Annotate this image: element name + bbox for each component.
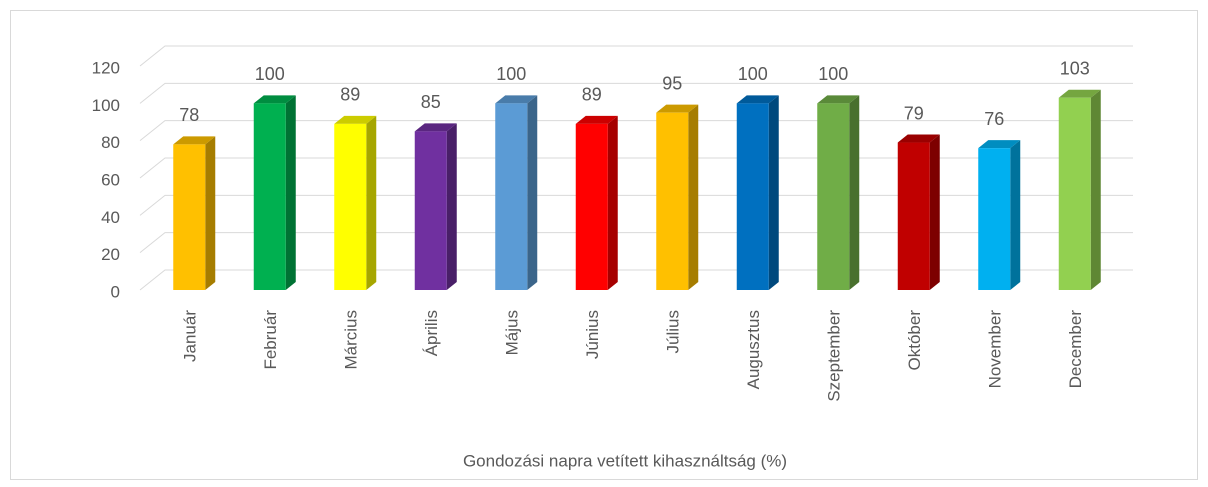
data-label: 89 <box>582 85 602 105</box>
bar <box>656 104 699 291</box>
bar-top <box>495 95 538 104</box>
bar-side <box>1090 89 1101 290</box>
data-label: 78 <box>179 105 199 125</box>
x-tick-label: November <box>986 310 1005 389</box>
bar-front <box>978 148 1011 290</box>
bar-side <box>607 115 618 290</box>
bar-top <box>173 136 216 145</box>
bar-side <box>446 123 457 290</box>
bar-top <box>1058 89 1101 98</box>
bar-side <box>285 95 296 290</box>
data-label: 100 <box>496 64 526 84</box>
x-tick-label: Július <box>664 310 683 353</box>
grid-line <box>139 232 1133 254</box>
bar-front <box>1058 97 1091 290</box>
x-tick-label: December <box>1066 310 1085 389</box>
bar-side <box>527 95 538 290</box>
y-tick-label: 60 <box>101 170 120 189</box>
grid-line <box>139 157 1133 179</box>
bar <box>495 95 538 290</box>
bar-side <box>366 115 377 290</box>
bar-front <box>414 131 447 290</box>
bar-front <box>817 103 850 290</box>
bar-top <box>414 123 457 132</box>
data-label: 103 <box>1060 58 1090 78</box>
bar-side <box>849 95 860 290</box>
bar-side <box>688 104 699 291</box>
bar-top <box>253 95 296 104</box>
data-label: 79 <box>904 103 924 123</box>
y-tick-label: 20 <box>101 245 120 264</box>
y-tick-label: 100 <box>92 96 120 115</box>
x-axis-title: Gondozási napra vetített kihasználtság (… <box>463 451 787 470</box>
bar <box>1058 89 1101 290</box>
bar <box>334 115 377 290</box>
x-tick-label: Február <box>261 310 280 370</box>
bar-side <box>1010 140 1021 290</box>
y-tick-label: 0 <box>111 282 120 301</box>
bar-front <box>173 144 206 290</box>
bar-top <box>817 95 860 104</box>
bar-top <box>736 95 779 104</box>
bar-side <box>929 134 940 290</box>
x-tick-label: Január <box>181 310 200 362</box>
data-label: 95 <box>662 73 682 93</box>
bar-front <box>656 112 689 291</box>
bar-front <box>334 123 367 290</box>
bar <box>575 115 618 290</box>
bar-top <box>656 104 699 113</box>
bar <box>253 95 296 290</box>
bar-side <box>768 95 779 290</box>
bar <box>414 123 457 290</box>
data-label: 100 <box>255 64 285 84</box>
bar-front <box>575 123 608 290</box>
x-tick-label: Március <box>342 310 361 370</box>
x-tick-label: Szeptember <box>825 310 844 402</box>
bar <box>736 95 779 290</box>
bar-top <box>334 115 377 124</box>
bar-front <box>897 142 930 290</box>
grid-line <box>139 194 1133 216</box>
y-tick-label: 120 <box>92 58 120 77</box>
bar <box>897 134 940 290</box>
data-label: 100 <box>738 64 768 84</box>
bar-top <box>897 134 940 143</box>
x-tick-label: Október <box>905 310 924 371</box>
bar-top <box>575 115 618 124</box>
bar-front <box>253 103 286 290</box>
bar <box>173 136 216 290</box>
bar <box>817 95 860 290</box>
x-tick-label: Május <box>503 310 522 355</box>
data-label: 100 <box>818 64 848 84</box>
grid-line <box>139 269 1133 291</box>
data-label: 76 <box>984 109 1004 129</box>
bar <box>978 140 1021 290</box>
data-label: 89 <box>340 85 360 105</box>
x-tick-label: Augusztus <box>744 310 763 389</box>
grid-line <box>139 120 1133 142</box>
x-tick-label: Június <box>583 310 602 359</box>
grid-line <box>139 45 1133 67</box>
grid-line <box>139 82 1133 104</box>
y-tick-label: 40 <box>101 208 120 227</box>
x-tick-label: Április <box>422 310 441 356</box>
y-tick-label: 80 <box>101 133 120 152</box>
bar-side <box>205 136 216 290</box>
bar-top <box>978 140 1021 149</box>
bar-front <box>736 103 769 290</box>
bar-front <box>495 103 528 290</box>
data-label: 85 <box>421 92 441 112</box>
